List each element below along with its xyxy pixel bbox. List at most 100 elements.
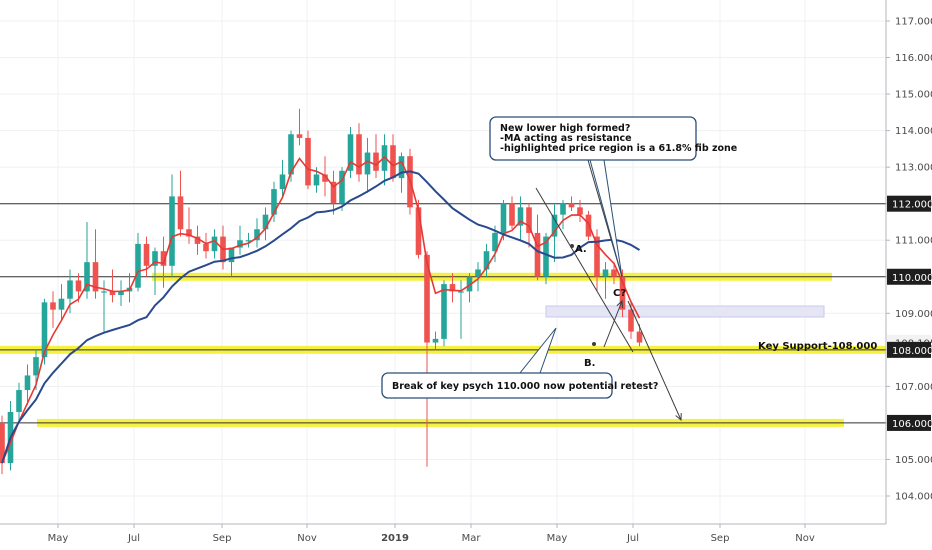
candle-body xyxy=(109,291,116,296)
level-price-tag: 112.000 xyxy=(892,200,932,211)
top-note-line-1: New lower high formed? xyxy=(500,123,630,134)
candle-body xyxy=(228,247,235,263)
candle-body xyxy=(203,243,209,252)
candle-body xyxy=(101,291,107,293)
level-price-tag-bg xyxy=(887,414,931,431)
y-tick-label: 113.000 xyxy=(895,163,932,174)
candle-body xyxy=(160,251,167,266)
candle-body xyxy=(500,203,507,233)
x-tick-label: May xyxy=(547,533,568,544)
candle-body xyxy=(58,298,65,310)
x-axis: May Jul Sep Nov 2019 Mar May Jul Sep Nov xyxy=(0,523,886,550)
candle-body xyxy=(458,291,464,293)
level-price-tag: 106.000 xyxy=(892,419,932,430)
candle-body xyxy=(118,291,124,296)
candle-body xyxy=(143,243,150,266)
candle-body xyxy=(424,254,430,343)
y-tick-label: 104.000 xyxy=(895,492,932,503)
level-price-tag-bg xyxy=(887,268,931,285)
annotations: New lower high formed? -MA acting as res… xyxy=(381,116,877,399)
candle-body xyxy=(237,240,243,248)
candle-body xyxy=(75,280,82,292)
candle-body xyxy=(432,338,439,343)
candle-body xyxy=(262,214,269,230)
y-tick-label: 111.000 xyxy=(895,236,932,247)
y-tick-label: 117.000 xyxy=(895,17,932,28)
candle-body xyxy=(152,251,158,266)
candle-body xyxy=(322,174,328,182)
y-tick-label: 114.000 xyxy=(895,126,932,137)
candle-body xyxy=(560,203,566,215)
candle-body xyxy=(526,207,532,233)
moving-averages xyxy=(1,155,641,464)
candle-body xyxy=(296,134,303,138)
candle-body xyxy=(135,243,141,288)
support-label: Key Support-108.000 xyxy=(758,341,877,352)
candle-body xyxy=(568,203,575,208)
candle-body xyxy=(475,269,481,277)
y-tick-label: 105.000 xyxy=(895,455,932,466)
point-a-label: A. xyxy=(575,244,587,255)
candle-body xyxy=(271,189,277,215)
projection-up-arrowhead xyxy=(616,299,624,309)
candle-body xyxy=(330,181,337,204)
candle-body xyxy=(517,207,524,226)
fib-zone-box xyxy=(545,305,825,318)
projection-down-line xyxy=(627,300,682,421)
level-price-tag: 110.000 xyxy=(892,273,932,284)
candle-body xyxy=(313,174,320,186)
candle-body xyxy=(356,134,362,175)
y-tick-label: 107.000 xyxy=(895,382,932,393)
level-price-tag-bg xyxy=(887,341,931,358)
candle-body xyxy=(84,262,90,292)
candle-body xyxy=(373,152,379,171)
horizontal-levels xyxy=(0,203,886,424)
x-tick-label: Nov xyxy=(795,533,815,544)
x-tick-label: Nov xyxy=(297,533,317,544)
trendline xyxy=(535,187,634,353)
candle-body xyxy=(636,331,643,343)
candle-body xyxy=(245,240,252,242)
point-b-marker xyxy=(592,342,596,346)
candle-body xyxy=(543,236,549,277)
candle-body xyxy=(67,280,73,299)
candle-body xyxy=(347,134,354,171)
candle-body xyxy=(24,375,31,391)
top-note-box xyxy=(489,116,697,161)
x-axis-panel xyxy=(0,524,886,550)
level-price-tag: 108.000 xyxy=(892,346,932,357)
grid xyxy=(0,0,886,524)
candle-body xyxy=(41,302,48,358)
y-tick-label: 109.000 xyxy=(895,309,932,320)
slow-ma-line xyxy=(1,170,641,464)
candle-body xyxy=(483,251,490,270)
fast-ma-line xyxy=(1,155,641,464)
candle-body xyxy=(16,390,22,412)
point-b-label: B. xyxy=(584,358,595,369)
top-note-line-2: -MA acting as resistance xyxy=(500,133,632,144)
candle-body xyxy=(602,269,609,277)
x-tick-label: Mar xyxy=(462,533,482,544)
y-tick-label: 116.000 xyxy=(895,53,932,64)
candle-body xyxy=(177,196,184,230)
y-tick-label: 115.000 xyxy=(895,90,932,101)
candle-body xyxy=(628,309,634,332)
candle-body xyxy=(619,276,626,310)
candle-body xyxy=(305,137,311,186)
candle-body xyxy=(364,152,371,175)
top-note-line-3: -highlighted price region is a 61.8% fib… xyxy=(500,143,737,154)
candle-body xyxy=(398,156,405,179)
x-tick-label: Sep xyxy=(711,533,730,544)
level-price-tag-bg xyxy=(887,195,931,212)
candle-body xyxy=(594,236,600,277)
x-tick-label: 2019 xyxy=(381,533,409,544)
x-tick-label: May xyxy=(48,533,69,544)
bottom-note-text: Break of key psych 110.000 now potential… xyxy=(392,381,658,392)
candle-body xyxy=(611,269,617,277)
projection-up-line xyxy=(603,300,623,348)
candle-body xyxy=(415,207,422,255)
projection-down-arrowhead xyxy=(675,412,682,422)
candle-body xyxy=(551,214,558,237)
